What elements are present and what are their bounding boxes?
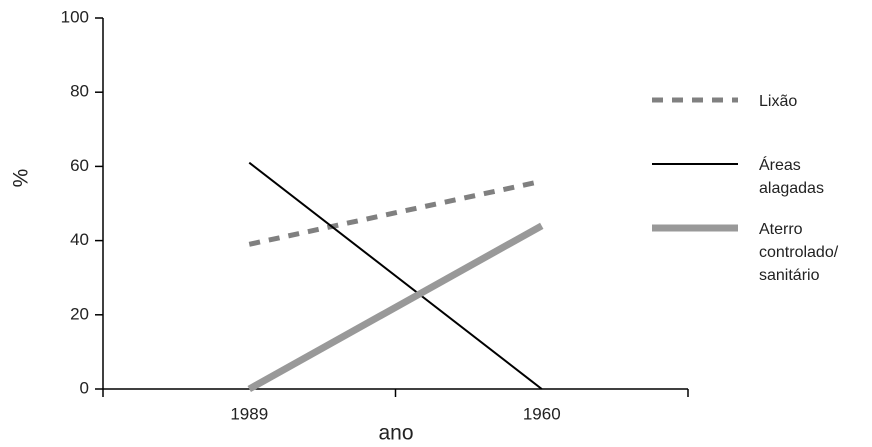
legend: Lixão Áreas alagadas Aterro controlado/ sa… bbox=[652, 88, 862, 306]
series-line bbox=[248, 161, 543, 390]
y-tick-label: 100 bbox=[61, 7, 89, 26]
legend-label: Áreas alagadas bbox=[759, 157, 824, 197]
y-tick-label: 40 bbox=[70, 230, 89, 249]
x-axis-label: ano bbox=[378, 422, 413, 445]
y-tick-label: 0 bbox=[80, 378, 89, 397]
x-tick-label: 1989 bbox=[230, 404, 268, 423]
y-tick-label: 60 bbox=[70, 156, 89, 175]
legend-swatch bbox=[652, 224, 738, 232]
y-axis-label: % bbox=[10, 169, 33, 188]
legend-label: Aterro controlado/ sanitário bbox=[759, 221, 839, 284]
legend-label: Lixão bbox=[759, 93, 798, 110]
legend-item: Lixão bbox=[652, 88, 862, 152]
legend-item: Áreas alagadas bbox=[652, 152, 862, 216]
y-tick-label: 20 bbox=[70, 304, 89, 323]
legend-swatch bbox=[652, 97, 738, 103]
legend-item: Aterro controlado/ sanitário bbox=[652, 216, 862, 306]
series-line bbox=[247, 222, 544, 393]
y-tick-label: 80 bbox=[70, 82, 89, 101]
legend-swatch bbox=[652, 163, 738, 165]
series-line bbox=[248, 178, 543, 247]
x-tick-label: 1960 bbox=[523, 404, 561, 423]
